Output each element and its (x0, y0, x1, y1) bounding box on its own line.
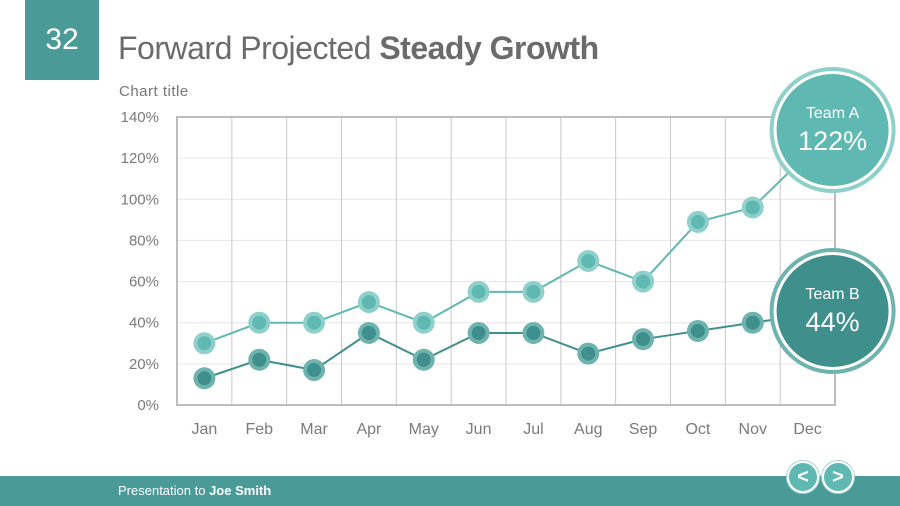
data-point (197, 371, 212, 386)
data-point (416, 315, 431, 330)
data-point (636, 274, 651, 289)
callout-series-name: Team B (805, 286, 859, 303)
data-point (471, 326, 486, 340)
y-tick-label: 40% (129, 315, 159, 332)
y-tick-label: 20% (129, 356, 159, 373)
callout-value: 122% (798, 126, 867, 156)
footer-bar: Presentation to Joe Smith (0, 476, 900, 506)
y-tick-label: 60% (129, 274, 159, 291)
data-point (526, 326, 541, 340)
data-point (636, 332, 651, 347)
chart-title: Chart title (119, 83, 189, 100)
y-tick-label: 120% (121, 150, 159, 167)
data-point (581, 254, 596, 268)
data-point (526, 284, 541, 299)
callout-bubble (776, 74, 889, 186)
slide-number: 32 (25, 0, 99, 80)
footer-name: Joe Smith (209, 483, 272, 498)
x-tick-label: Nov (739, 421, 767, 438)
data-point (745, 200, 760, 215)
footer-prefix: Presentation to (118, 483, 206, 498)
data-point (690, 214, 705, 229)
data-point (361, 326, 376, 340)
data-point (252, 315, 267, 330)
footer-text: Presentation to Joe Smith (118, 483, 271, 498)
y-tick-label: 140% (121, 109, 159, 126)
callout-value: 44% (806, 307, 860, 337)
x-tick-label: Apr (356, 421, 382, 438)
title-bold: Steady Growth (379, 30, 599, 66)
y-tick-label: 80% (129, 232, 159, 249)
line-chart: 0% 20% 40% 60% 80% 100% 120% 140% Jan Feb Mar Apr Ma… (121, 67, 896, 438)
y-tick-label: 100% (121, 191, 159, 208)
x-tick-label: May (409, 421, 439, 438)
x-tick-label: Dec (793, 421, 821, 438)
x-tick-label: Oct (685, 421, 710, 438)
y-tick-label: 0% (137, 397, 159, 414)
x-tick-label: Jun (466, 421, 492, 438)
data-point (416, 352, 431, 367)
data-point (197, 336, 212, 351)
x-tick-label: Jan (192, 421, 218, 438)
callout-series-name: Team A (806, 105, 860, 122)
x-tick-label: Aug (574, 421, 602, 438)
title-light: Forward Projected (118, 30, 371, 66)
data-point (307, 315, 322, 330)
x-tick-label: Mar (300, 421, 328, 438)
page-title: Forward Projected Steady Growth (118, 30, 599, 67)
next-slide-button[interactable]: > (822, 461, 854, 493)
data-point (307, 363, 322, 378)
data-point (252, 352, 267, 367)
data-point (581, 346, 596, 361)
x-tick-label: Jul (523, 421, 543, 438)
data-point (471, 284, 486, 299)
prev-slide-button[interactable]: < (787, 461, 819, 493)
x-tick-label: Feb (245, 421, 273, 438)
x-tick-label: Sep (629, 421, 658, 438)
callout-bubble (776, 255, 889, 367)
data-point (690, 323, 705, 338)
data-point (361, 295, 376, 310)
data-point (745, 315, 760, 330)
